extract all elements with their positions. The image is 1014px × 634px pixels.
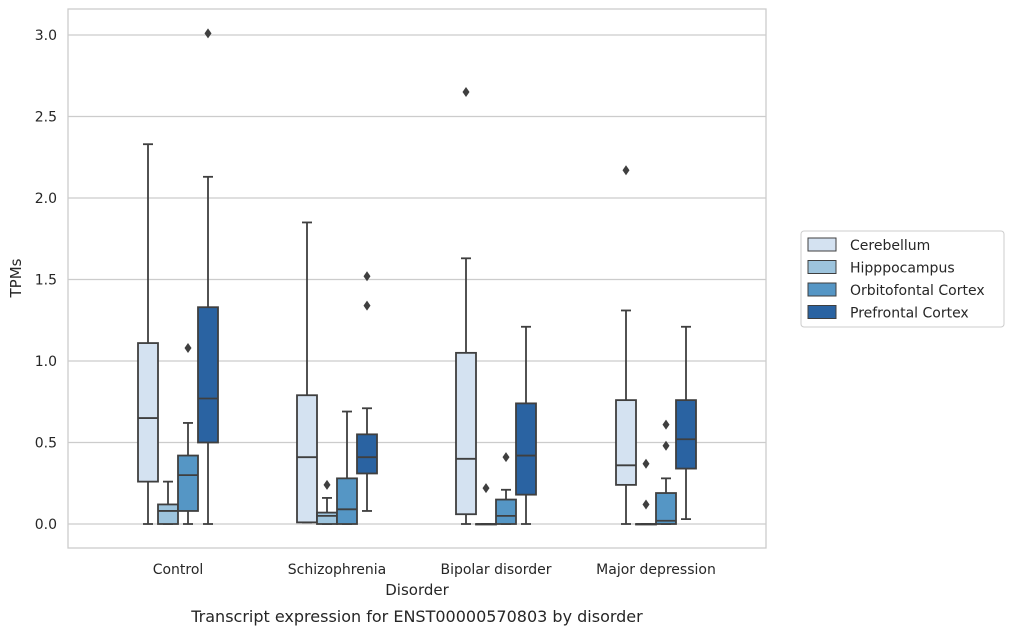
legend-frame (800, 230, 1005, 328)
box-hipppocampus-0 (157, 480, 179, 525)
y-tick-label: 3.0 (35, 28, 57, 44)
outlier-point (184, 342, 192, 353)
y-axis-label: TPMs (7, 258, 25, 298)
legend-swatch (807, 237, 837, 252)
figure-caption: Transcript expression for ENST0000057080… (190, 607, 643, 626)
box-body (177, 454, 199, 512)
box-orbitofontal-cortex-3 (655, 419, 677, 525)
legend-entry-label: Orbitofontal Cortex (850, 283, 985, 299)
legend-entry-label: Hipppocampus (850, 261, 955, 277)
box-body (316, 511, 338, 525)
outlier-point (642, 499, 650, 510)
grid-lines (68, 34, 766, 525)
box-cerebellum-2 (455, 87, 477, 525)
x-tick-label: Schizophrenia (288, 562, 386, 578)
box-prefrontal-cortex-2 (515, 325, 537, 525)
y-tick-label: 1.0 (35, 354, 57, 370)
box-body (455, 351, 477, 516)
box-groups (137, 28, 697, 526)
box-body (615, 399, 637, 486)
box-orbitofontal-cortex-1 (336, 410, 358, 525)
box-orbitofontal-cortex-2 (495, 452, 517, 525)
box-body (336, 477, 358, 525)
y-tick-label: 2.5 (35, 110, 57, 126)
outlier-point (502, 452, 510, 463)
box-prefrontal-cortex-1 (356, 271, 378, 512)
box-body (495, 498, 517, 525)
y-tick-label: 0.5 (35, 436, 57, 452)
outlier-point (462, 87, 470, 98)
x-tick-label: Major depression (596, 562, 716, 578)
box-prefrontal-cortex-3 (675, 325, 697, 521)
outlier-point (662, 440, 670, 451)
legend-entry-label: Cerebellum (850, 238, 930, 254)
outlier-point (323, 479, 331, 490)
legend-swatch (807, 282, 837, 297)
plot-frame (67, 8, 767, 549)
outlier-point (622, 165, 630, 176)
outlier-point (642, 458, 650, 469)
box-cerebellum-1 (296, 221, 318, 524)
y-tick-label: 0.0 (35, 517, 57, 533)
box-cerebellum-0 (137, 143, 159, 525)
legend-entry-label: Prefrontal Cortex (850, 306, 969, 322)
outlier-point (363, 300, 371, 311)
y-tick-label: 1.5 (35, 273, 57, 289)
box-body (157, 503, 179, 525)
x-tick-label: Control (153, 562, 204, 578)
box-body (137, 342, 159, 483)
box-cerebellum-3 (615, 165, 637, 525)
outlier-point (204, 28, 212, 39)
box-body (197, 306, 219, 444)
x-axis-ticks: Control Schizophrenia Bipolar disorder Majo… (153, 562, 716, 578)
outlier-point (363, 271, 371, 282)
legend-swatch (807, 260, 837, 274)
legend-swatch (807, 305, 837, 319)
box-body (356, 433, 378, 475)
box-orbitofontal-cortex-0 (177, 342, 199, 525)
x-axis-label: Disorder (385, 581, 449, 599)
legend: Cerebellum Hipppocampus Orbitofontal Corte… (800, 230, 1005, 328)
box-hipppocampus-2 (475, 483, 497, 526)
y-tick-label: 2.0 (35, 191, 57, 207)
box-hipppocampus-3 (635, 458, 657, 526)
box-hipppocampus-1 (316, 479, 338, 525)
outlier-point (662, 419, 670, 430)
box-body (515, 402, 537, 496)
x-tick-label: Bipolar disorder (440, 562, 551, 578)
y-axis-ticks: 0.0 0.5 1.0 1.5 2.0 2.5 3.0 (35, 28, 57, 533)
box-body (655, 492, 677, 525)
outlier-point (482, 483, 490, 494)
box-prefrontal-cortex-0 (197, 28, 219, 525)
box-body (675, 399, 697, 470)
box-body (296, 394, 318, 524)
